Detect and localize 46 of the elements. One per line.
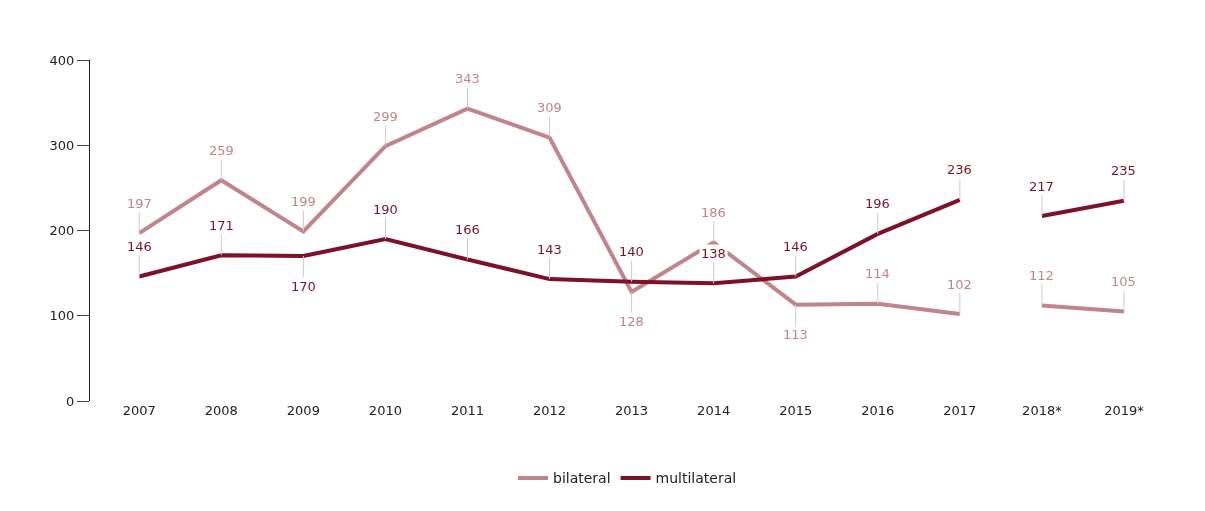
x-tick-label: 2007 xyxy=(122,403,156,418)
y-tick-label: 100 xyxy=(49,308,75,324)
data-label: 170 xyxy=(291,279,316,294)
y-tick-label: 200 xyxy=(49,223,75,239)
data-label: 197 xyxy=(127,196,152,211)
data-label: 138 xyxy=(701,246,726,261)
data-label: 236 xyxy=(947,162,972,177)
data-label: 102 xyxy=(947,277,972,292)
data-label: 140 xyxy=(619,244,644,259)
x-tick-label: 2018* xyxy=(1022,403,1063,418)
x-tick-label: 2017 xyxy=(943,403,977,418)
x-tick-label: 2010 xyxy=(368,403,402,418)
data-label: 143 xyxy=(537,242,562,257)
data-label: 128 xyxy=(619,314,644,329)
data-label: 343 xyxy=(455,71,480,86)
data-label: 166 xyxy=(455,222,480,237)
data-label: 146 xyxy=(127,239,152,254)
data-label: 190 xyxy=(373,202,398,217)
x-tick-label: 2019* xyxy=(1104,403,1145,418)
data-label: 171 xyxy=(209,218,234,233)
x-tick-label: 2009 xyxy=(286,403,320,418)
x-tick-label: 2011 xyxy=(450,403,485,418)
legend-label: multilateral xyxy=(655,470,737,487)
legend-label: bilateral xyxy=(553,470,611,487)
data-label: 146 xyxy=(783,239,808,254)
data-label: 196 xyxy=(865,196,890,211)
x-tick-label: 2015 xyxy=(779,403,813,418)
data-label: 199 xyxy=(291,194,316,209)
x-tick-label: 2013 xyxy=(615,403,649,418)
y-tick-label: 400 xyxy=(49,52,75,68)
x-tick-label: 2016 xyxy=(861,403,895,418)
x-tick-label: 2008 xyxy=(204,403,238,418)
x-tick-label: 2014 xyxy=(697,403,731,418)
data-label: 112 xyxy=(1029,268,1054,283)
data-label: 299 xyxy=(373,109,398,124)
data-label: 259 xyxy=(209,143,234,158)
y-tick-label: 0 xyxy=(66,393,75,409)
data-label: 105 xyxy=(1111,274,1136,289)
data-label: 235 xyxy=(1111,163,1136,178)
x-tick-label: 2012 xyxy=(532,403,567,418)
data-label: 113 xyxy=(783,327,808,342)
data-label: 217 xyxy=(1029,179,1054,194)
data-label: 186 xyxy=(701,205,726,220)
data-label: 309 xyxy=(537,100,562,115)
y-tick-label: 300 xyxy=(49,137,75,153)
data-label: 114 xyxy=(865,266,890,281)
